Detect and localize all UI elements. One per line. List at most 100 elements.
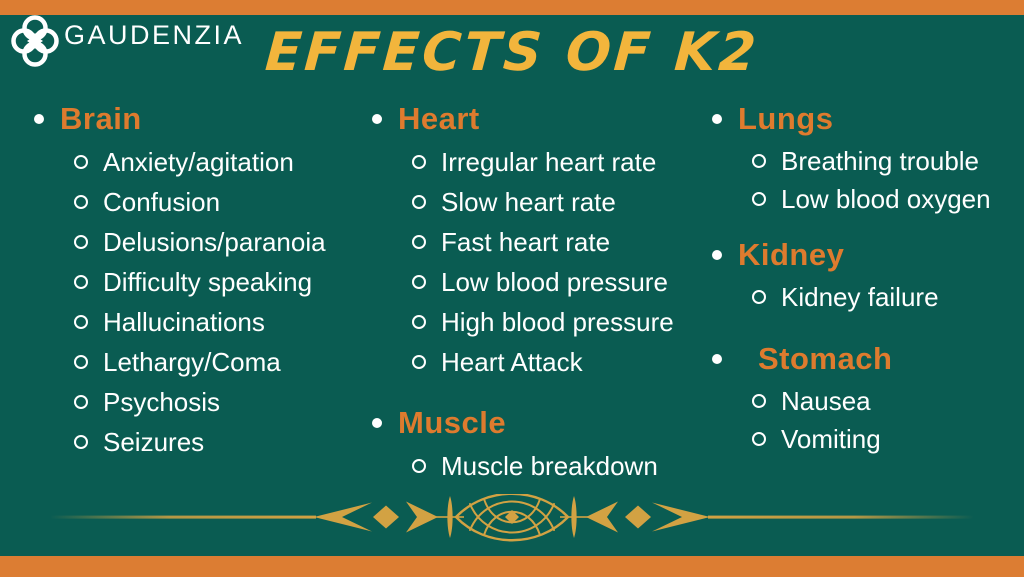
effects-list: Muscle breakdown [366, 446, 706, 486]
top-border-stripe [0, 0, 1024, 15]
list-item: Muscle breakdown [412, 446, 706, 486]
circle-bullet-icon [412, 355, 426, 369]
section-heading-row: Lungs [706, 100, 1022, 138]
effect-label: Psychosis [103, 386, 221, 417]
effects-list: Anxiety/agitation Confusion Delusions/pa… [28, 142, 368, 462]
circle-bullet-icon [74, 435, 88, 449]
gaudenzia-quatrefoil-icon [10, 13, 60, 69]
circle-bullet-icon [752, 154, 766, 168]
circle-bullet-icon [74, 395, 88, 409]
effect-label: Low blood oxygen [781, 183, 991, 214]
effect-label: Confusion [103, 186, 221, 217]
circle-bullet-icon [74, 195, 88, 209]
dot-bullet-icon [34, 114, 44, 124]
effect-label: Irregular heart rate [441, 146, 657, 177]
effect-label: Heart Attack [441, 346, 583, 377]
list-item: Vomiting [752, 420, 1022, 458]
effect-label: Seizures [103, 426, 205, 457]
circle-bullet-icon [412, 459, 426, 473]
effects-list: Kidney failure [706, 278, 1022, 316]
list-item: Delusions/paranoia [74, 222, 368, 262]
effects-list: Nausea Vomiting [706, 382, 1022, 458]
section-brain: Brain Anxiety/agitation Confusion Delusi… [28, 100, 368, 462]
section-muscle: Muscle Muscle breakdown [366, 404, 706, 486]
list-item: Kidney failure [752, 278, 1022, 316]
circle-bullet-icon [412, 235, 426, 249]
dot-bullet-icon [372, 114, 382, 124]
section-heading: Lungs [738, 101, 834, 136]
circle-bullet-icon [752, 432, 766, 446]
list-item: Anxiety/agitation [74, 142, 368, 182]
circle-bullet-icon [74, 275, 88, 289]
section-heading-row: Kidney [706, 236, 1022, 274]
circle-bullet-icon [412, 195, 426, 209]
section-stomach: Stomach Nausea Vomiting [706, 340, 1022, 458]
list-item: Heart Attack [412, 342, 706, 382]
section-lungs: Lungs Breathing trouble Low blood oxygen [706, 100, 1022, 218]
column-lungs-kidney-stomach: Lungs Breathing trouble Low blood oxygen… [706, 100, 1022, 458]
page-title: EFFECTS OF K2 [263, 22, 761, 83]
circle-bullet-icon [74, 355, 88, 369]
list-item: Seizures [74, 422, 368, 462]
section-heart: Heart Irregular heart rate Slow heart ra… [366, 100, 706, 382]
effect-label: Muscle breakdown [441, 450, 658, 481]
circle-bullet-icon [412, 315, 426, 329]
list-item: Psychosis [74, 382, 368, 422]
effect-label: Nausea [781, 385, 871, 416]
gaudenzia-logo: GAUDENZIA [10, 13, 244, 69]
effect-label: Difficulty speaking [103, 266, 313, 297]
list-item: Nausea [752, 382, 1022, 420]
list-item: Irregular heart rate [412, 142, 706, 182]
list-item: Fast heart rate [412, 222, 706, 262]
section-heading-row: Stomach [706, 340, 1022, 378]
circle-bullet-icon [74, 235, 88, 249]
dot-bullet-icon [712, 250, 722, 260]
circle-bullet-icon [74, 155, 88, 169]
logo-wordmark: GAUDENZIA [64, 19, 245, 50]
list-item: Hallucinations [74, 302, 368, 342]
effect-label: Anxiety/agitation [103, 146, 294, 177]
divider-ornament-icon [10, 492, 1014, 547]
section-heading-row: Heart [366, 100, 706, 138]
section-heading-row: Brain [28, 100, 368, 138]
effect-label: Kidney failure [781, 281, 939, 312]
dot-bullet-icon [712, 354, 722, 364]
effects-list: Irregular heart rate Slow heart rate Fas… [366, 142, 706, 382]
circle-bullet-icon [412, 275, 426, 289]
effect-label: High blood pressure [441, 306, 674, 337]
circle-bullet-icon [412, 155, 426, 169]
dot-bullet-icon [372, 418, 382, 428]
section-heading: Stomach [758, 341, 893, 376]
effect-label: Vomiting [781, 423, 881, 454]
effect-label: Slow heart rate [441, 186, 616, 217]
list-item: Confusion [74, 182, 368, 222]
circle-bullet-icon [74, 315, 88, 329]
circle-bullet-icon [752, 290, 766, 304]
effect-label: Low blood pressure [441, 266, 668, 297]
effect-label: Fast heart rate [441, 226, 611, 257]
section-heading: Brain [60, 101, 142, 136]
effect-label: Hallucinations [103, 306, 265, 337]
effects-list: Breathing trouble Low blood oxygen [706, 142, 1022, 218]
section-heading-row: Muscle [366, 404, 706, 442]
bottom-border-stripe [0, 556, 1024, 577]
list-item: Lethargy/Coma [74, 342, 368, 382]
circle-bullet-icon [752, 394, 766, 408]
list-item: Breathing trouble [752, 142, 1022, 180]
list-item: High blood pressure [412, 302, 706, 342]
effect-label: Breathing trouble [781, 145, 980, 176]
list-item: Difficulty speaking [74, 262, 368, 302]
section-kidney: Kidney Kidney failure [706, 236, 1022, 316]
section-heading: Kidney [738, 237, 845, 272]
section-heading: Heart [398, 101, 480, 136]
effect-label: Lethargy/Coma [103, 346, 281, 377]
circle-bullet-icon [752, 192, 766, 206]
column-brain: Brain Anxiety/agitation Confusion Delusi… [28, 100, 368, 462]
list-item: Slow heart rate [412, 182, 706, 222]
effect-label: Delusions/paranoia [103, 226, 326, 257]
column-heart-muscle: Heart Irregular heart rate Slow heart ra… [366, 100, 706, 486]
list-item: Low blood oxygen [752, 180, 1022, 218]
dot-bullet-icon [712, 114, 722, 124]
list-item: Low blood pressure [412, 262, 706, 302]
